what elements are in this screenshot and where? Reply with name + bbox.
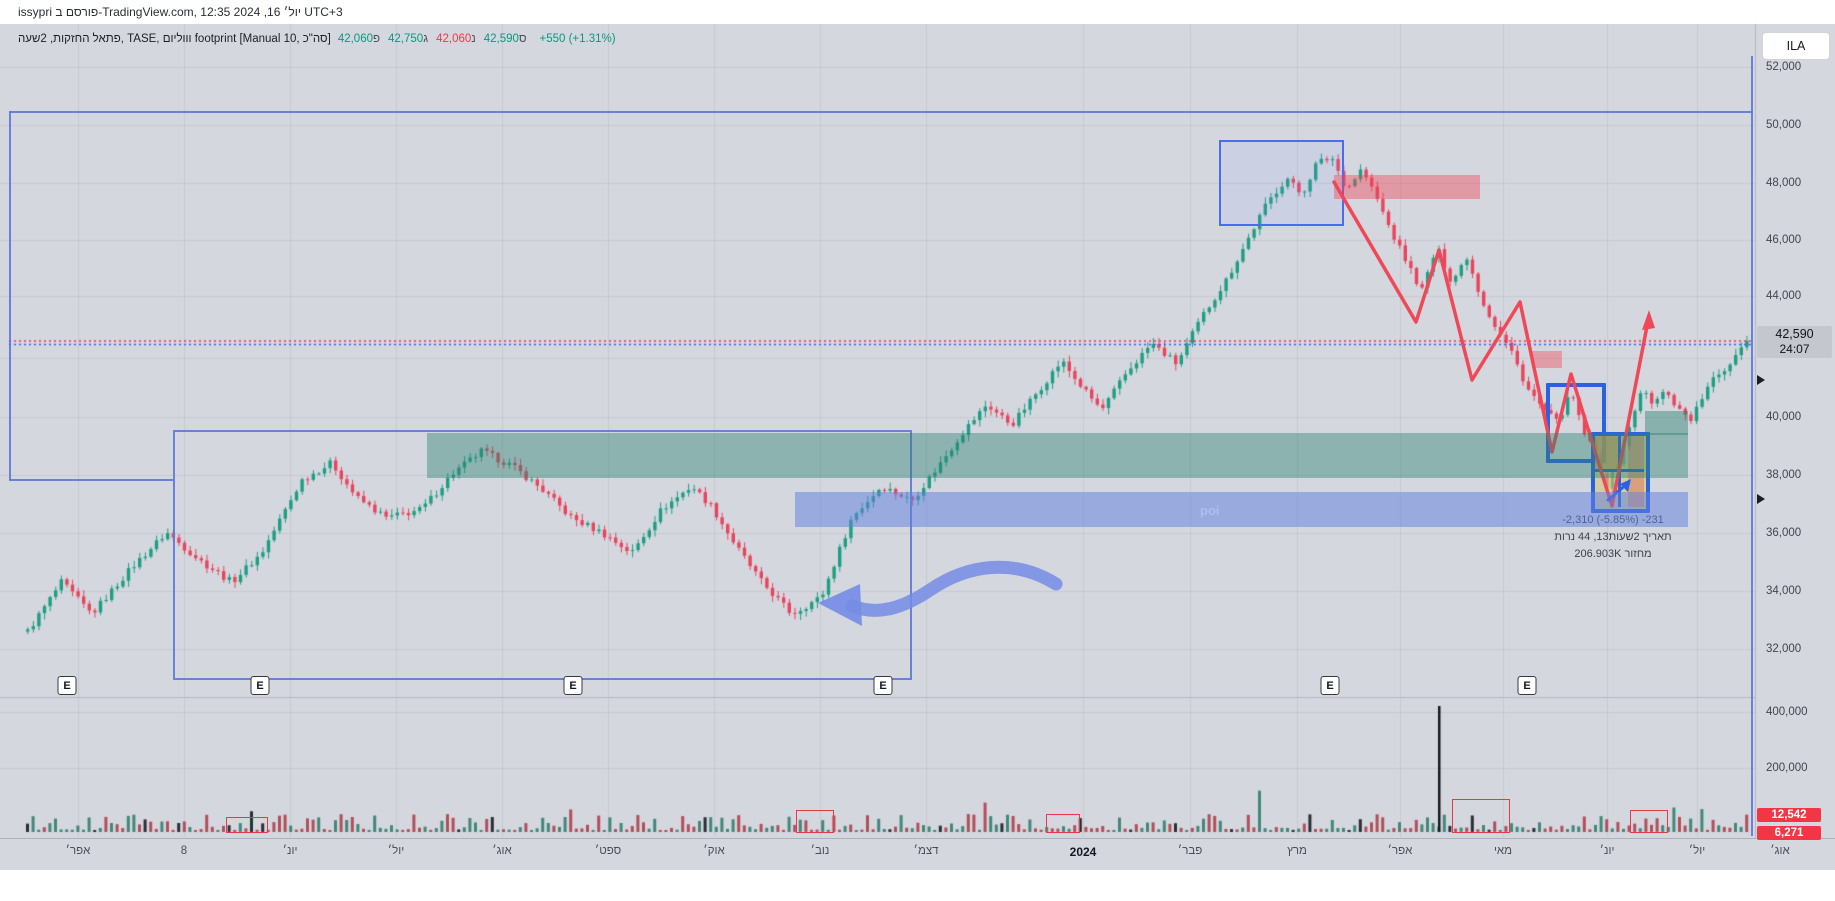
time-tick-label: נוב׳ xyxy=(810,845,830,857)
ohlc-value: 42,060 xyxy=(436,33,472,45)
symbol-chip-button[interactable]: ILA xyxy=(1762,32,1830,60)
volume-outline-box xyxy=(226,817,268,833)
price-tick-label: 32,000 xyxy=(1766,643,1802,655)
price-marker-icon[interactable] xyxy=(1757,375,1765,385)
time-tick-label: פבר׳ xyxy=(1177,845,1203,857)
ohlc-item: פ42,060 xyxy=(338,33,380,45)
horizontal-line-top[interactable] xyxy=(9,111,1753,113)
range-stats-volume: מחזור 206.903K xyxy=(1574,548,1652,560)
accumulation-rectangle[interactable] xyxy=(173,430,912,680)
time-tick-label: יונ׳ xyxy=(282,845,298,857)
volume-value-label: 6,271 xyxy=(1757,826,1821,840)
poi-blue-band[interactable] xyxy=(795,492,1688,527)
time-tick-label: דצמ׳ xyxy=(913,845,939,857)
range-stats-duration: תאריך 2שעות13, 44 נרות xyxy=(1554,531,1672,543)
supply-teal-band[interactable] xyxy=(427,433,1688,478)
ohlc-item: נ42,060 xyxy=(436,33,476,45)
price-tick-label: 52,000 xyxy=(1766,61,1802,73)
price-tick-label: 36,000 xyxy=(1766,527,1802,539)
price-tick-label: 34,000 xyxy=(1766,585,1802,597)
price-tick-label: 44,000 xyxy=(1766,290,1802,302)
vertical-line-left[interactable] xyxy=(9,111,11,480)
time-tick-label: יול׳ xyxy=(387,845,405,857)
change-value: +550 (+1.31%) xyxy=(539,33,616,45)
time-tick-label: אוג׳ xyxy=(492,845,512,857)
price-tick-label: 50,000 xyxy=(1766,119,1802,131)
price-tick-label: 48,000 xyxy=(1766,177,1802,189)
ohlc-item: ג42,750 xyxy=(388,33,428,45)
time-tick-label: אוק׳ xyxy=(703,845,725,857)
ohlc-letter: ס xyxy=(518,33,527,45)
time-axis[interactable] xyxy=(0,838,1835,871)
small-teal-box[interactable] xyxy=(1645,411,1688,435)
time-tick-label: 8 xyxy=(180,845,188,857)
time-tick-label: אוג׳ xyxy=(1770,845,1790,857)
vertical-line-right[interactable] xyxy=(1751,56,1753,836)
ohlc-value: 42,060 xyxy=(337,33,373,45)
earnings-marker[interactable]: E xyxy=(1320,676,1340,695)
time-tick-label: יול׳ xyxy=(1688,845,1706,857)
earnings-marker[interactable]: E xyxy=(1517,676,1537,695)
price-tick-label: 46,000 xyxy=(1766,234,1802,246)
ohlc-item: ס42,590 xyxy=(484,33,527,45)
volume-value-label: 12,542 xyxy=(1757,808,1821,822)
symbol-title[interactable]: פתאל החזקות, 2שעה, TASE, וווליום footpri… xyxy=(18,33,331,45)
volume-outline-box xyxy=(1452,799,1510,833)
current-price-value: 42,590 xyxy=(1775,327,1814,341)
bar-countdown: 24:07 xyxy=(1779,342,1810,356)
volume-tick-label: 400,000 xyxy=(1766,706,1808,718)
top-range-rectangle[interactable] xyxy=(1219,140,1344,226)
time-tick-label: אפר׳ xyxy=(1387,845,1413,857)
time-tick-label: מאי xyxy=(1493,845,1513,857)
ohlc-letter: ג xyxy=(423,33,429,45)
earnings-marker[interactable]: E xyxy=(563,676,583,695)
red-resistance-box[interactable] xyxy=(1334,175,1480,199)
earnings-marker[interactable]: E xyxy=(250,676,270,695)
ohlc-value: 42,750 xyxy=(388,33,424,45)
current-price-label: 42,590 24:07 xyxy=(1757,326,1832,358)
ohlc-values: פ42,060 ג42,750 נ42,060 ס42,590 xyxy=(338,33,533,45)
ohlc-letter: פ xyxy=(373,33,381,45)
footer-bar: TradingView xyxy=(0,870,1835,901)
price-tick-label: 40,000 xyxy=(1766,411,1802,423)
time-tick-label: 2024 xyxy=(1069,845,1097,859)
earnings-marker[interactable]: E xyxy=(873,676,893,695)
ohlc-letter: נ xyxy=(471,33,476,45)
time-tick-label: יונ׳ xyxy=(1599,845,1615,857)
small-pink-box[interactable] xyxy=(1532,351,1562,368)
price-marker-icon[interactable] xyxy=(1757,494,1765,504)
volume-outline-box xyxy=(1046,814,1080,833)
time-tick-label: ספט׳ xyxy=(594,845,622,857)
chart-legend[interactable]: פתאל החזקות, 2שעה, TASE, וווליום footpri… xyxy=(18,30,616,48)
ohlc-value: 42,590 xyxy=(483,33,519,45)
volume-outline-box xyxy=(1630,810,1668,833)
time-tick-label: אפר׳ xyxy=(65,845,91,857)
time-tick-label: מרץ xyxy=(1287,845,1307,857)
horizontal-line-left-segment[interactable] xyxy=(9,479,173,481)
earnings-marker[interactable]: E xyxy=(57,676,77,695)
price-tick-label: 38,000 xyxy=(1766,469,1802,481)
volume-tick-label: 200,000 xyxy=(1766,762,1808,774)
volume-outline-box xyxy=(796,810,834,833)
